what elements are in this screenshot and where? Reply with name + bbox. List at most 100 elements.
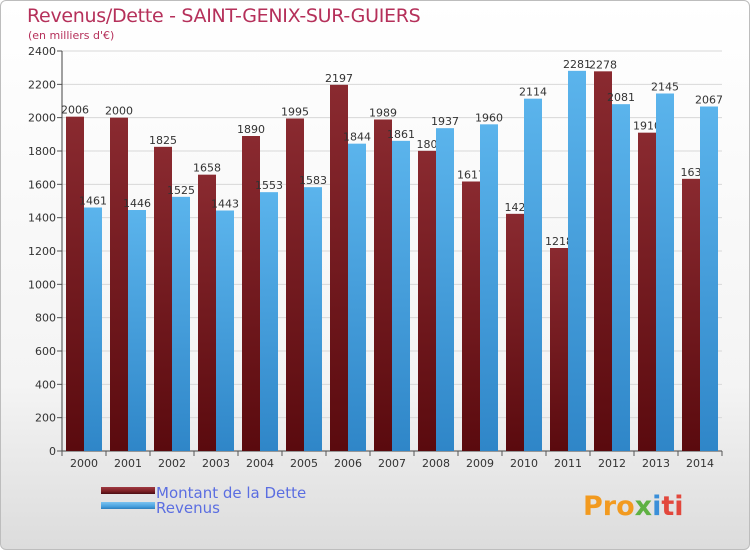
x-tick-label: 2011: [554, 457, 582, 470]
bar-dette: [374, 119, 392, 451]
bar-revenus: [304, 187, 322, 451]
bar-dette: [462, 181, 480, 451]
bar-dette: [66, 116, 84, 452]
bar-revenus: [568, 70, 586, 451]
x-tick-label: 2012: [598, 457, 626, 470]
bar-revenus: [216, 210, 234, 451]
x-tick-label: 2008: [422, 457, 450, 470]
data-label: 1995: [281, 106, 309, 119]
bar-revenus: [436, 128, 454, 451]
chart-subtitle: (en milliers d'€): [28, 29, 115, 42]
data-label: 142: [505, 201, 526, 214]
legend-swatch-dette: [101, 487, 155, 494]
data-label: 1844: [343, 131, 371, 144]
data-label: 1446: [123, 197, 151, 210]
logo-part: ti: [661, 491, 684, 522]
y-tick-label: 0: [49, 445, 56, 458]
bar-dette: [682, 178, 700, 452]
data-label: 163: [681, 166, 702, 179]
bar-revenus: [392, 140, 410, 452]
x-tick-label: 2001: [114, 457, 142, 470]
data-label: 2197: [325, 72, 353, 85]
y-tick-label: 400: [35, 378, 56, 391]
bar-revenus: [480, 124, 498, 451]
y-tick-label: 2000: [28, 112, 56, 125]
data-label: 1658: [193, 162, 221, 175]
y-tick-label: 2400: [28, 45, 56, 58]
data-label: 1910: [633, 120, 661, 133]
x-tick-label: 2010: [510, 457, 538, 470]
data-label: 1890: [237, 123, 265, 136]
y-tick-label: 600: [35, 345, 56, 358]
data-label: 1861: [387, 128, 415, 141]
data-label: 2081: [607, 91, 635, 104]
bar-dette: [550, 248, 568, 451]
x-tick-label: 2000: [70, 457, 98, 470]
data-label: 1989: [369, 107, 397, 120]
x-tick-label: 2005: [290, 457, 318, 470]
bar-dette: [286, 118, 304, 451]
x-tick-label: 2003: [202, 457, 230, 470]
x-tick-label: 2013: [642, 457, 670, 470]
legend-swatch-revenus: [101, 502, 155, 509]
bar-revenus: [260, 192, 278, 451]
logo-part: Pro: [583, 491, 635, 522]
data-label: 1960: [475, 111, 503, 124]
data-label: 2067: [695, 94, 723, 107]
logo-part: i: [652, 491, 662, 522]
bar-dette: [638, 132, 656, 451]
bar-revenus: [656, 93, 674, 451]
data-label: 1937: [431, 115, 459, 128]
x-tick-label: 2014: [686, 457, 714, 470]
bar-dette: [594, 71, 612, 451]
data-label: 1553: [255, 179, 283, 192]
bar-dette: [198, 174, 216, 451]
x-tick-label: 2004: [246, 457, 274, 470]
y-tick-label: 1200: [28, 245, 56, 258]
bar-revenus: [84, 207, 102, 451]
data-label: 1525: [167, 184, 195, 197]
x-tick-label: 2007: [378, 457, 406, 470]
data-label: 2281: [563, 58, 591, 71]
bar-dette: [506, 213, 524, 451]
data-label: 1825: [149, 134, 177, 147]
bar-revenus: [348, 143, 366, 451]
y-tick-label: 1400: [28, 212, 56, 225]
y-tick-label: 1600: [28, 178, 56, 191]
bar-revenus: [172, 196, 190, 451]
y-tick-label: 200: [35, 412, 56, 425]
data-label: 2278: [589, 58, 617, 71]
data-label: 1583: [299, 174, 327, 187]
data-label: 1443: [211, 198, 239, 211]
y-tick-label: 1000: [28, 278, 56, 291]
bar-dette: [154, 146, 172, 452]
bar-chart: 0 200 400 600 800 1000 1200 1400 1600 1800 2000 220…: [28, 45, 723, 470]
data-label: 180: [417, 138, 438, 151]
x-tick-label: 2009: [466, 457, 494, 470]
y-tick-label: 2200: [28, 78, 56, 91]
data-label: 2114: [519, 86, 547, 99]
x-tick-label: 2006: [334, 457, 362, 470]
bar-revenus: [700, 106, 718, 451]
proxiti-logo[interactable]: Proxiti: [583, 491, 684, 522]
data-label: 1218: [545, 235, 573, 248]
data-label: 2006: [61, 104, 89, 117]
bar-revenus: [524, 98, 542, 452]
bar-dette: [418, 150, 436, 452]
y-tick-label: 800: [35, 312, 56, 325]
logo-part: x: [634, 491, 653, 522]
data-label: 1461: [79, 195, 107, 208]
y-tick-label: 1800: [28, 145, 56, 158]
data-label: 2000: [105, 105, 133, 118]
data-label: 1617: [457, 169, 485, 182]
bar-dette: [242, 136, 260, 451]
bar-dette: [110, 117, 128, 452]
x-tick-label: 2002: [158, 457, 186, 470]
bar-revenus: [612, 104, 630, 452]
legend-label-revenus: Revenus: [156, 499, 220, 517]
bar-revenus: [128, 210, 146, 451]
legend-label-dette: Montant de la Dette: [156, 484, 307, 502]
data-label: 2145: [651, 81, 679, 94]
bar-dette: [330, 84, 348, 451]
